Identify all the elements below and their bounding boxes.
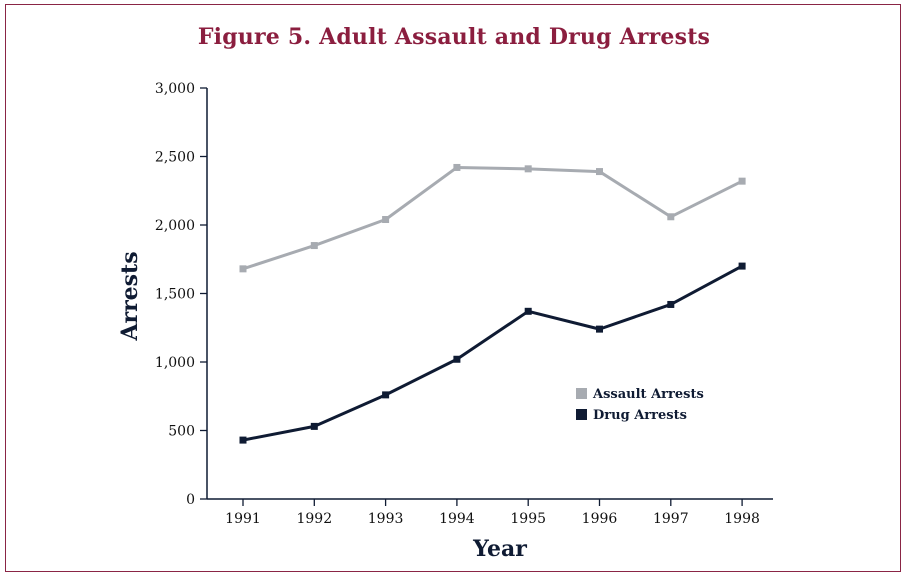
assault-arrests-legend-swatch xyxy=(576,388,587,399)
x-axis-ticks: 1991 1992 1993 1994 1995 1996 1997 1998 xyxy=(225,499,760,527)
assault-arrests-point xyxy=(739,178,746,185)
assault-arrests-point xyxy=(667,213,674,220)
drug-arrests-point xyxy=(525,308,532,315)
drug-arrests-point xyxy=(311,423,318,430)
x-tick-label: 1995 xyxy=(510,511,546,527)
y-tick-label: 2,000 xyxy=(155,218,195,234)
y-tick-label: 1,500 xyxy=(155,287,195,303)
y-axis-ticks: 0 500 1,000 1,500 2,000 2,500 3,000 xyxy=(155,81,207,508)
drug-arrests-point xyxy=(382,391,389,398)
assault-arrests-line xyxy=(243,167,742,268)
y-tick-label: 500 xyxy=(168,424,195,440)
assault-arrests-point xyxy=(382,216,389,223)
x-tick-label: 1997 xyxy=(653,511,689,527)
x-tick-label: 1991 xyxy=(225,511,261,527)
x-tick-label: 1994 xyxy=(439,511,475,527)
y-tick-label: 0 xyxy=(186,492,195,508)
assault-arrests-point xyxy=(453,164,460,171)
assault-arrests-legend-label: Assault Arrests xyxy=(592,387,704,402)
assault-arrests-point xyxy=(311,242,318,249)
assault-arrests-point xyxy=(525,165,532,172)
drug-arrests-point xyxy=(596,326,603,333)
y-tick-label: 1,000 xyxy=(155,355,195,371)
legend: Assault Arrests Drug Arrests xyxy=(576,387,704,423)
x-tick-label: 1993 xyxy=(368,511,404,527)
y-tick-label: 2,500 xyxy=(155,150,195,166)
x-tick-label: 1998 xyxy=(724,511,760,527)
x-axis-title: Year xyxy=(472,536,527,562)
drug-arrests-point xyxy=(739,263,746,270)
drug-arrests-legend-swatch xyxy=(576,409,587,420)
drug-arrests-point xyxy=(453,356,460,363)
drug-arrests-point xyxy=(240,437,247,444)
y-axis-title: Arrests xyxy=(117,251,143,341)
x-tick-label: 1992 xyxy=(296,511,332,527)
y-tick-label: 3,000 xyxy=(155,81,195,97)
drug-arrests-point xyxy=(667,301,674,308)
drug-arrests-legend-label: Drug Arrests xyxy=(593,408,687,423)
x-tick-label: 1996 xyxy=(582,511,618,527)
assault-arrests-point xyxy=(596,168,603,175)
assault-arrests-point xyxy=(240,265,247,272)
